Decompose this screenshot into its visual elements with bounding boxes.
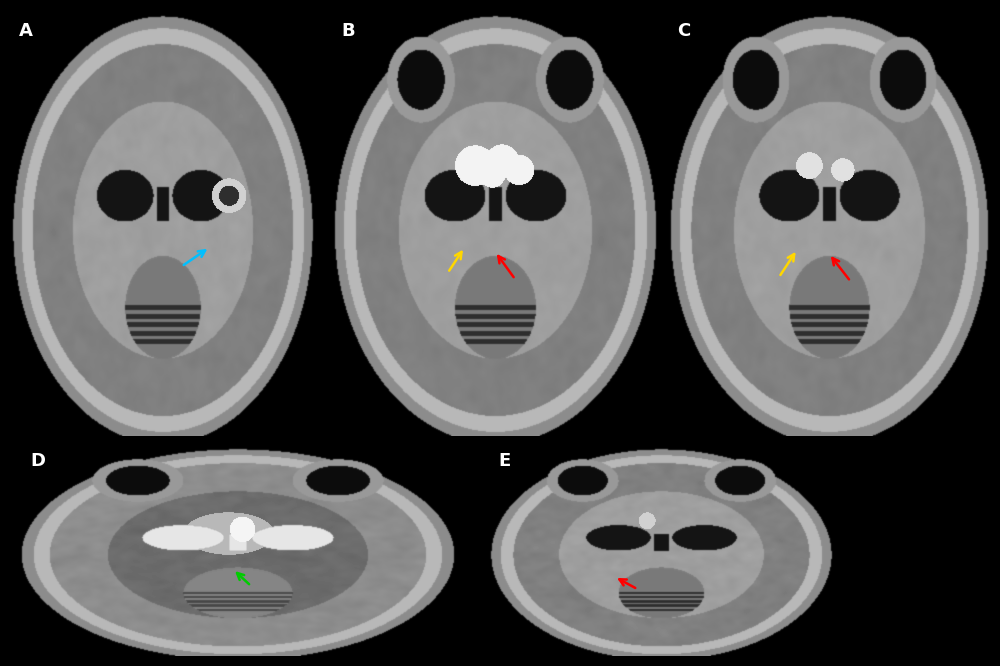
Text: A: A bbox=[19, 22, 33, 40]
Text: D: D bbox=[30, 452, 45, 470]
Text: E: E bbox=[498, 452, 510, 470]
Text: C: C bbox=[677, 22, 690, 40]
Text: B: B bbox=[341, 22, 355, 40]
